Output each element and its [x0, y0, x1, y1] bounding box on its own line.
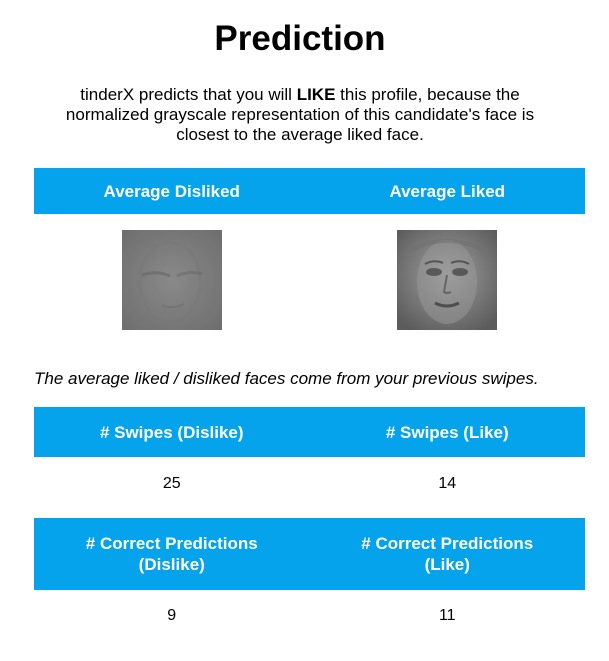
average-disliked-face-image — [121, 230, 222, 330]
swipes-row: 25 14 — [34, 470, 585, 498]
predictions-row: 9 11 — [34, 602, 585, 630]
average-disliked-cell — [34, 230, 310, 330]
swipes-table-header: # Swipes (Dislike) # Swipes (Like) — [34, 407, 585, 457]
swipes-like-value: 14 — [438, 475, 457, 492]
header-average-liked: Average Liked — [389, 181, 506, 201]
description-after: this profile, because the normalized gra… — [65, 85, 535, 144]
header-correct-like: # Correct Predictions (Like) — [361, 534, 534, 574]
correct-like-value: 11 — [438, 607, 456, 624]
correct-dislike-value: 9 — [167, 607, 177, 624]
faces-row — [34, 230, 585, 330]
header-swipes-dislike: # Swipes (Dislike) — [99, 422, 244, 442]
page-title: Prediction — [214, 19, 386, 58]
average-faces-note: The average liked / disliked faces come … — [34, 369, 539, 388]
average-liked-cell — [310, 230, 586, 330]
prediction-description: tinderX predicts that you will LIKE this… — [60, 85, 540, 145]
average-liked-face-image — [397, 230, 498, 330]
prediction-verdict: LIKE — [296, 85, 336, 104]
faces-table-header: Average Disliked Average Liked — [34, 168, 585, 214]
header-swipes-like: # Swipes (Like) — [385, 422, 509, 442]
header-average-disliked: Average Disliked — [103, 181, 240, 201]
predictions-table-header: # Correct Predictions (Dislike) # Correc… — [34, 518, 585, 590]
header-correct-dislike: # Correct Predictions (Dislike) — [85, 534, 258, 574]
swipes-dislike-value: 25 — [162, 475, 181, 492]
description-before: tinderX predicts that you will — [80, 85, 297, 104]
